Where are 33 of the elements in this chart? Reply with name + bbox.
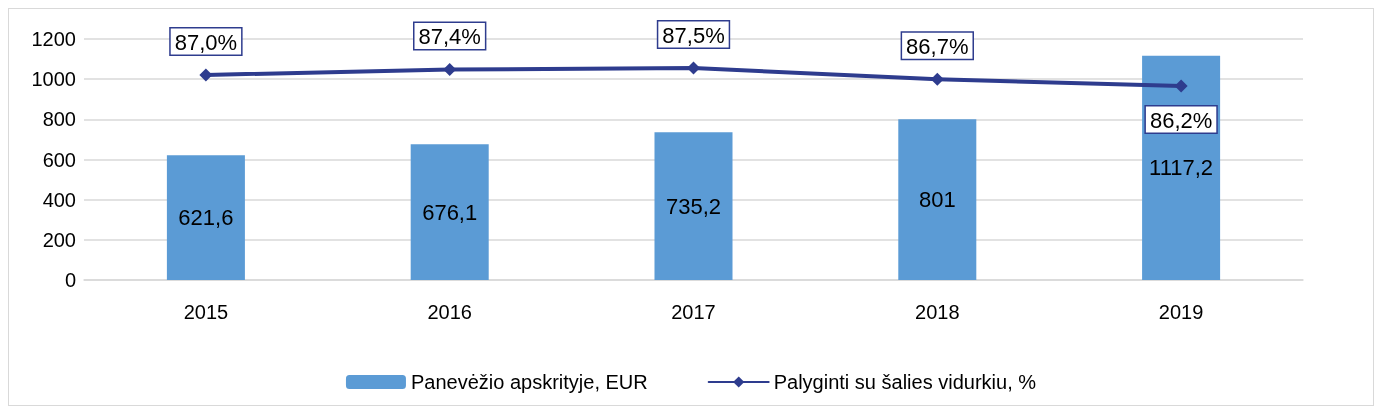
point [199, 68, 213, 82]
y-tick-label: 200 [42, 228, 76, 251]
data-label: 86,7% [906, 34, 969, 60]
y-tick-label: 0 [64, 269, 76, 291]
legend-label: Panevėžio apskrityje, EUR [410, 371, 648, 393]
point [443, 62, 457, 76]
data-label: 87,5% [662, 23, 725, 49]
data-label: 1117,2 [1149, 155, 1214, 181]
data-label: 676,1 [422, 199, 478, 225]
y-tick-label: 800 [42, 108, 76, 131]
data-label: 801 [918, 187, 956, 213]
y-tick-label: 400 [42, 188, 76, 211]
legend-label: Palyginti su šalies vidurkiu, % [773, 371, 1037, 393]
data-label: 86,2% [1149, 108, 1213, 134]
x-tick-label: 2018 [915, 301, 960, 323]
bar [166, 155, 245, 280]
point [1174, 79, 1188, 93]
bar [410, 144, 489, 280]
bar [654, 132, 733, 280]
data-label: 735,2 [665, 193, 722, 219]
y-tick-label: 600 [42, 148, 76, 171]
point [930, 72, 944, 86]
data-label: 87,0% [174, 30, 238, 56]
x-tick-label: 2016 [427, 301, 472, 323]
point [687, 61, 700, 75]
data-label: 621,6 [178, 205, 234, 231]
x-tick-label: 2015 [183, 301, 229, 323]
bar [898, 119, 977, 280]
y-tick-label: 1200 [31, 28, 76, 50]
x-tick-label: 2019 [1158, 301, 1204, 323]
x-tick-label: 2017 [671, 301, 716, 323]
y-tick-label: 1000 [31, 68, 76, 91]
data-label: 87,4% [418, 24, 481, 50]
